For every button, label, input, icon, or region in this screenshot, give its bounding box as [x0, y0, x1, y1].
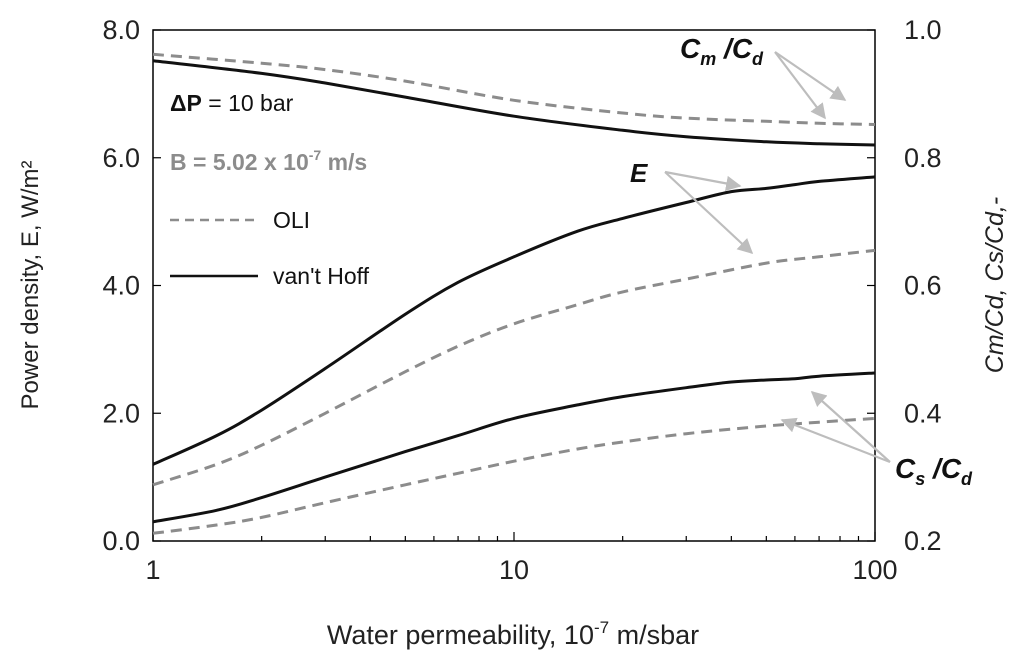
- y-left-tick-label: 6.0: [102, 143, 140, 173]
- y-left-tick-label: 0.0: [102, 526, 140, 556]
- x-tick-label: 100: [852, 555, 897, 585]
- y-left-tick-label: 2.0: [102, 398, 140, 428]
- legend: OLI van't Hoff: [170, 207, 370, 289]
- x-axis-label: Water permeability, 10-7 m/sbar: [327, 618, 699, 650]
- arrow-e-solid: [664, 170, 742, 192]
- series-e-vanthoff: [152, 175, 876, 466]
- series-cs-cd-vanthoff: [152, 371, 876, 524]
- y-left-tick-label: 4.0: [102, 271, 140, 301]
- b-annotation: B = 5.02 x 10-7 m/s: [170, 147, 367, 175]
- series-cs-cd-oli: [152, 416, 876, 535]
- arrow-cs-dashed: [780, 417, 891, 464]
- legend-label-vanthoff: van't Hoff: [273, 263, 370, 289]
- y-axis-left-label: Power density, E, W/m²: [17, 161, 44, 410]
- y-right-tick-label: 0.6: [904, 271, 942, 301]
- y-right-tick-label: 0.8: [904, 143, 942, 173]
- e-annotation: E: [630, 158, 648, 188]
- x-tick-label: 1: [145, 555, 160, 585]
- y-axis-right-label: Cm/Cd, Cs/Cd,-: [981, 197, 1009, 373]
- y-right-tick-label: 0.2: [904, 526, 942, 556]
- arrow-e-dashed: [664, 171, 754, 255]
- legend-label-oli: OLI: [273, 207, 310, 233]
- y-axis-right-ticks: 0.2 0.4 0.6 0.8 1.0: [867, 15, 942, 556]
- arrow-cm-dashed: [774, 51, 847, 101]
- y-left-tick-label: 8.0: [102, 15, 140, 45]
- annotation-arrows: [664, 51, 891, 464]
- y-right-tick-label: 0.4: [904, 398, 942, 428]
- cs-cd-annotation: Cs /Cd: [895, 453, 973, 489]
- arrow-cs-solid: [810, 390, 891, 463]
- series-e-oli: [152, 248, 876, 487]
- x-axis-ticks: 1 10 100: [145, 532, 898, 585]
- y-right-tick-label: 1.0: [904, 15, 942, 45]
- series-layer: [152, 52, 876, 535]
- series-cm-cd-oli: [152, 52, 876, 126]
- series-cm-cd-vanthoff: [152, 59, 876, 147]
- y-axis-left-ticks: 0.0 2.0 4.0 6.0 8.0: [102, 15, 161, 556]
- delta-p-annotation: ΔP = 10 bar: [170, 90, 294, 116]
- x-tick-label: 10: [499, 555, 529, 585]
- arrow-cm-solid: [774, 51, 826, 120]
- cm-cd-annotation: Cm /Cd: [680, 33, 764, 69]
